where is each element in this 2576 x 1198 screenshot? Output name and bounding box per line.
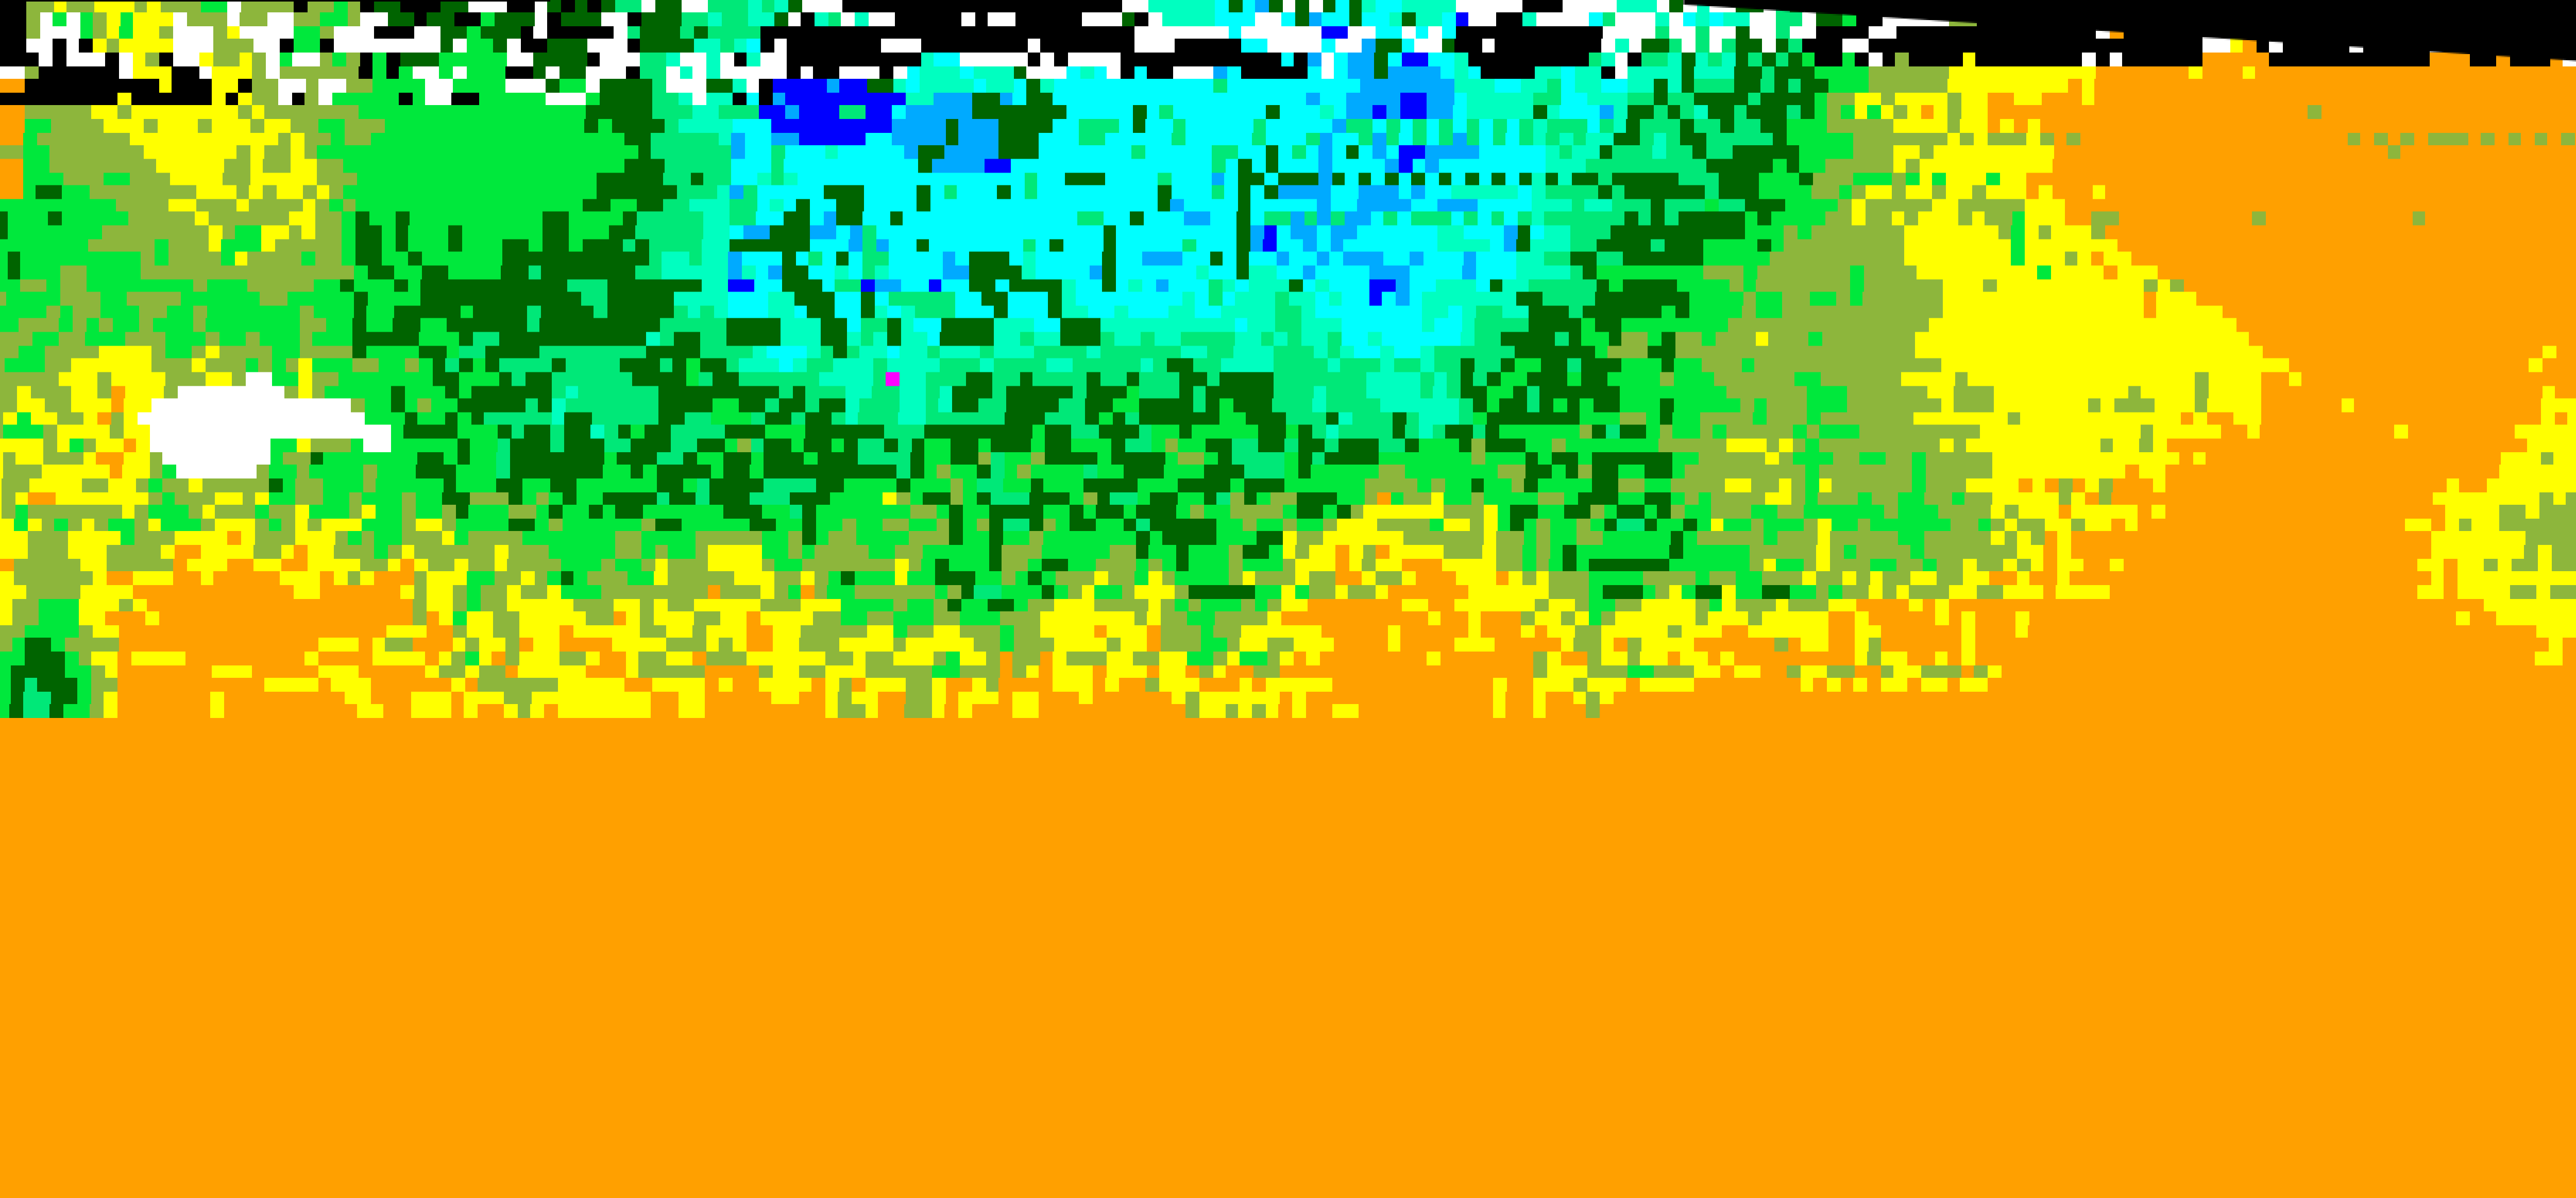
raster-viewport bbox=[0, 0, 2576, 1198]
classified-raster-image bbox=[0, 0, 2576, 1198]
